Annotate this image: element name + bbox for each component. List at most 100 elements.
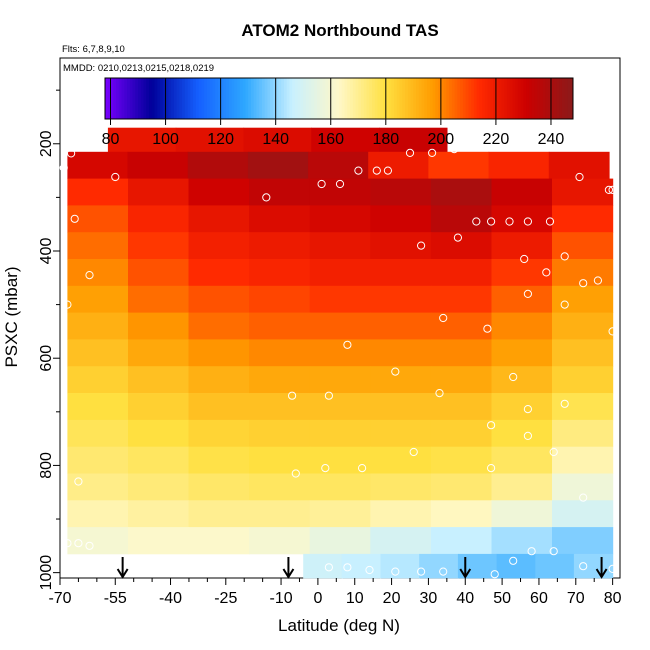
colorbar-segment xyxy=(484,78,489,119)
observation-point xyxy=(549,447,558,457)
heat-cell-4-2 xyxy=(188,232,250,260)
heat-cell-8-5 xyxy=(370,339,432,367)
heat-cell-13-7 xyxy=(491,473,553,501)
axes: -70 -55 -40 -25 -10 0 10 20 30 40 50 60 70 80 200 400 60… xyxy=(38,89,622,607)
heat-cell-12-5 xyxy=(370,446,432,474)
observation-point xyxy=(354,166,363,175)
observation-point xyxy=(487,217,496,226)
observation-point xyxy=(439,313,448,323)
colorbar-tick-label: 140 xyxy=(262,131,289,148)
colorbar-segment xyxy=(454,78,458,119)
heat-cell-14-8 xyxy=(552,500,614,528)
heat-cell-1-2 xyxy=(187,151,249,179)
observation-point xyxy=(81,134,90,143)
colorbar-segment xyxy=(388,78,392,119)
x-axis-label: Latitude (deg N) xyxy=(278,616,400,635)
colorbar-segment xyxy=(374,78,379,119)
colorbar-tick-label: 200 xyxy=(428,131,455,148)
colorbar-segment xyxy=(245,78,249,119)
heat-cell-5-3 xyxy=(249,259,311,287)
colorbar-segment xyxy=(176,78,180,119)
observation-point xyxy=(67,149,76,158)
observation-point xyxy=(358,464,367,473)
colorbar-segment xyxy=(421,78,425,119)
colorbar-segment xyxy=(242,78,246,119)
heat-cell-11-8 xyxy=(552,419,614,448)
observation-point xyxy=(523,289,533,298)
colorbar-segment xyxy=(451,78,456,119)
colorbar-segment xyxy=(289,78,293,119)
colorbar-segment xyxy=(168,78,172,119)
colorbar-segment xyxy=(523,78,527,119)
colorbar-segment xyxy=(443,78,447,119)
observation-point xyxy=(560,300,569,309)
colorbar-segment xyxy=(162,78,167,119)
colorbar-segment xyxy=(438,78,442,119)
heat-cell-6-1 xyxy=(128,285,190,313)
heat-cell-7-8 xyxy=(552,312,614,340)
heat-cell-2-2 xyxy=(188,178,250,206)
heat-cell-13-2 xyxy=(188,473,250,501)
colorbar-segment xyxy=(116,78,120,119)
heat-cell-1-5 xyxy=(368,151,429,179)
observation-point xyxy=(453,233,462,242)
heat-cell-15-8 xyxy=(552,527,614,555)
heat-cell-0-2 xyxy=(243,127,312,153)
observation-point xyxy=(324,391,333,400)
x-tick-label: -25 xyxy=(214,590,237,607)
colorbar-segment xyxy=(517,78,522,119)
colorbar-segment xyxy=(283,78,288,119)
colorbar-segment xyxy=(107,78,111,119)
observation-point xyxy=(383,166,392,175)
heat-cell-9-6 xyxy=(430,366,493,394)
heat-cell-14-0 xyxy=(67,500,129,528)
observation-point xyxy=(372,166,381,175)
heat-cell-8-2 xyxy=(188,339,250,367)
colorbar-segment xyxy=(559,78,563,119)
heat-cell-13-4 xyxy=(309,473,371,501)
observation-point xyxy=(291,563,300,572)
colorbar-segment xyxy=(556,78,560,119)
colorbar-segment xyxy=(303,78,307,119)
heat-cell-10-1 xyxy=(128,393,190,421)
heat-cell-9-5 xyxy=(370,366,432,394)
heat-cell-9-7 xyxy=(491,366,553,394)
observation-point xyxy=(435,389,444,398)
colorbar-segment xyxy=(385,78,390,119)
colorbar-segment xyxy=(173,78,178,119)
observation-point xyxy=(505,217,514,226)
heat-cell-8-4 xyxy=(309,339,371,367)
heat-cell-7-6 xyxy=(430,312,493,340)
colorbar-segment xyxy=(471,78,475,119)
down-arrow-icon xyxy=(282,557,295,579)
x-tick-label: 80 xyxy=(604,590,622,607)
colorbar-segment xyxy=(479,78,483,119)
colorbar-segment xyxy=(259,78,263,119)
heat-cell-10-8 xyxy=(552,393,614,421)
colorbar-segment xyxy=(504,78,508,119)
heat-cell-1-1 xyxy=(127,151,189,179)
colorbar-segment xyxy=(550,78,555,119)
colorbar-segment xyxy=(526,78,530,119)
heat-cell-16-0 xyxy=(303,553,343,579)
heat-cell-6-0 xyxy=(67,285,129,313)
colorbar-segment xyxy=(506,78,511,119)
heat-cell-7-5 xyxy=(370,312,432,340)
heat-cell-9-1 xyxy=(128,366,190,394)
heatmap-cells xyxy=(67,127,614,579)
colorbar-segment xyxy=(501,78,505,119)
colorbar-segment xyxy=(407,78,412,119)
colorbar-segment xyxy=(226,78,230,119)
dates-note: MMDD: 0210,0213,0215,0218,0219 xyxy=(63,63,214,74)
colorbar-segment xyxy=(429,78,434,119)
heat-cell-14-4 xyxy=(309,500,371,528)
colorbar-segment xyxy=(250,78,255,119)
heat-cell-5-4 xyxy=(309,259,371,287)
heat-cell-2-4 xyxy=(309,178,371,206)
heat-cell-0-4 xyxy=(379,127,448,153)
heat-cell-6-4 xyxy=(309,285,371,313)
x-tick-label: 20 xyxy=(383,590,401,607)
observation-markers xyxy=(59,134,617,579)
colorbar-segment xyxy=(487,78,491,119)
